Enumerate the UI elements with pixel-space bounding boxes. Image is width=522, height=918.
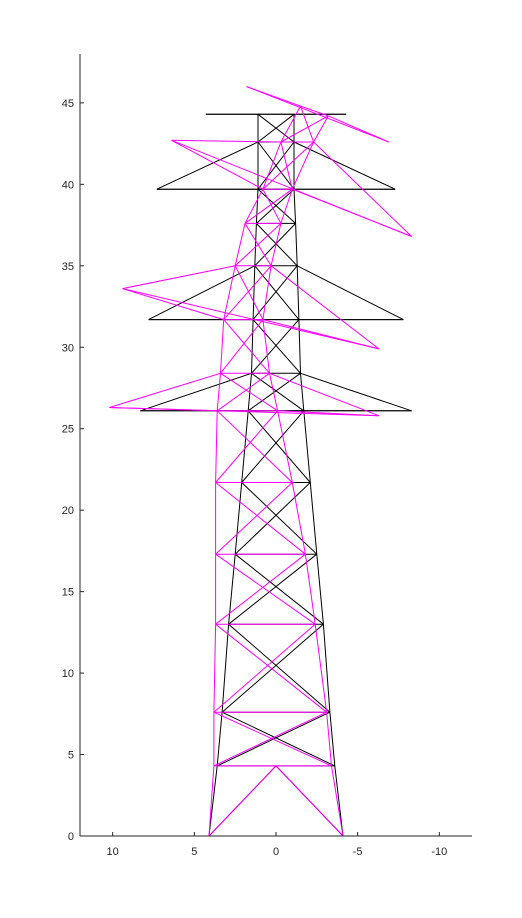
y-tick-label: 30 [62, 342, 74, 354]
y-tick-label: 45 [62, 98, 74, 110]
x-tick-label: 10 [107, 846, 119, 858]
x-tick-label: -10 [431, 846, 447, 858]
y-tick-label: 35 [62, 261, 74, 273]
y-tick-label: 10 [62, 668, 74, 680]
y-tick-label: 5 [68, 750, 74, 762]
y-tick-label: 40 [62, 179, 74, 191]
x-tick-label: 5 [191, 846, 197, 858]
y-tick-label: 15 [62, 587, 74, 599]
y-tick-label: 0 [68, 831, 74, 843]
y-tick-label: 25 [62, 424, 74, 436]
x-tick-label: -5 [353, 846, 363, 858]
y-tick-label: 20 [62, 505, 74, 517]
x-tick-label: 0 [273, 846, 279, 858]
